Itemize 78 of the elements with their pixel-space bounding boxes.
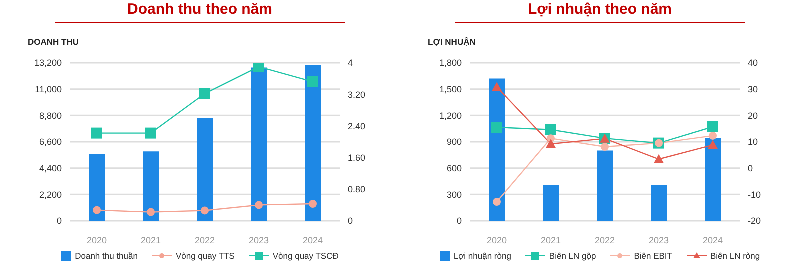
y-tick-label: 1,800 <box>439 58 462 68</box>
y-tick-label: 2,200 <box>39 190 62 200</box>
chart-title: Doanh thu theo năm <box>126 0 274 20</box>
y-tick-label: 900 <box>446 137 462 148</box>
point <box>146 128 156 139</box>
y-tick-label: 600 <box>446 164 462 174</box>
bar <box>543 185 559 221</box>
y-tick-label: 11,000 <box>35 84 62 95</box>
bar <box>89 154 105 221</box>
x-tick-label: 2022 <box>194 235 216 246</box>
legend-label: Biên LN gộp <box>549 251 596 261</box>
point <box>201 206 209 215</box>
y-axis-title: LỢI NHUẬN <box>428 37 477 49</box>
point <box>493 198 501 206</box>
point <box>601 143 609 152</box>
y2-tick-label: 20 <box>748 110 758 121</box>
legend-label: Vòng quay TTS <box>176 251 235 261</box>
x-tick-label: 2022 <box>594 235 616 246</box>
y-tick-label: 0 <box>456 216 462 226</box>
y-axis-title: DOANH THU <box>28 37 80 49</box>
y-tick-label: 13,200 <box>34 58 62 68</box>
y-tick-label: 300 <box>446 190 462 200</box>
point <box>308 76 318 88</box>
legend-label: Biên EBIT <box>634 251 672 261</box>
chart-title: Lợi nhuận theo năm <box>527 0 673 20</box>
legend-label: Vòng quay TSCĐ <box>272 251 339 261</box>
point <box>147 208 155 216</box>
y2-tick-label: 30 <box>748 84 758 95</box>
legend-label: Doanh thu thuần <box>75 251 138 261</box>
x-tick-label: 2023 <box>248 235 270 246</box>
y-tick-label: 8,800 <box>39 110 62 121</box>
x-tick-label: 2021 <box>140 235 162 246</box>
bar <box>143 152 159 221</box>
bar <box>597 150 613 221</box>
bar <box>705 138 721 221</box>
y-tick-label: 1,200 <box>439 110 462 121</box>
point <box>200 88 210 100</box>
bar <box>197 118 213 221</box>
y2-tick-label: -20 <box>748 216 762 226</box>
point <box>309 200 317 208</box>
point <box>546 139 556 148</box>
x-tick-label: 2023 <box>648 235 670 246</box>
bar <box>489 78 505 221</box>
point <box>546 124 556 136</box>
point <box>708 121 718 132</box>
legend-label: Biên LN ròng <box>710 251 760 261</box>
x-tick-label: 2024 <box>302 235 324 246</box>
y2-tick-label: 3.20 <box>348 90 366 100</box>
point <box>92 128 102 139</box>
y-tick-label: 6,600 <box>39 137 62 148</box>
legend-label: Lợi nhuận ròng <box>454 251 512 261</box>
point <box>709 132 717 140</box>
y-tick-label: 4,400 <box>39 164 62 174</box>
x-tick-label: 2020 <box>486 235 508 246</box>
y2-tick-label: 1.60 <box>348 152 366 163</box>
y2-tick-label: 4 <box>348 58 354 68</box>
y2-tick-label: 0.80 <box>348 184 366 195</box>
x-tick-label: 2024 <box>702 235 724 246</box>
point <box>255 201 263 210</box>
point <box>492 82 502 92</box>
x-tick-label: 2020 <box>86 235 108 246</box>
x-tick-label: 2021 <box>540 235 562 246</box>
point <box>708 140 718 150</box>
y2-tick-label: -10 <box>748 190 762 200</box>
bar <box>251 68 267 221</box>
bar <box>651 185 667 221</box>
y2-tick-label: 2.40 <box>348 121 366 132</box>
bar <box>305 65 321 221</box>
y-tick-label: 0 <box>56 216 62 226</box>
y2-tick-label: 0 <box>348 216 354 226</box>
y2-tick-label: 10 <box>748 137 758 148</box>
y2-tick-label: 0 <box>748 164 754 174</box>
point <box>93 206 101 214</box>
point <box>254 63 264 72</box>
point <box>654 154 664 164</box>
y-tick-label: 1,500 <box>439 84 462 95</box>
point <box>492 122 502 134</box>
y2-tick-label: 40 <box>748 58 758 68</box>
